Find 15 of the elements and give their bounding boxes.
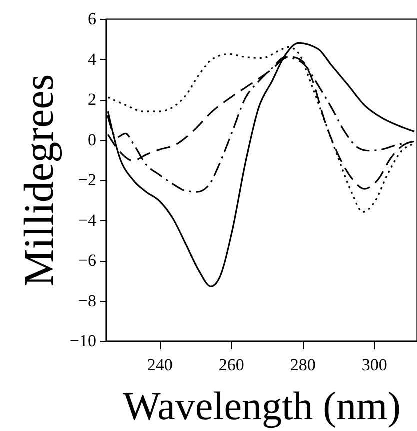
y-tick-label: −8: [78, 291, 96, 310]
y-tick-label: −2: [78, 170, 96, 190]
y-axis-title: Millidegrees: [16, 74, 63, 287]
y-tick-label: −10: [70, 332, 96, 350]
y-tick-label: −6: [78, 251, 96, 270]
x-tick-label: 280: [290, 356, 316, 374]
x-tick-label: 260: [218, 356, 244, 374]
y-tick-label: 4: [88, 50, 97, 69]
y-tick-label: −4: [78, 210, 97, 230]
y-tick-label: 6: [88, 10, 96, 28]
x-tick-label: 240: [147, 356, 173, 374]
y-tick-label: 2: [88, 90, 96, 109]
y-tick-label: 0: [88, 130, 96, 150]
x-tick-label: 300: [362, 356, 388, 374]
x-axis-title: Wavelength (nm): [123, 384, 401, 428]
